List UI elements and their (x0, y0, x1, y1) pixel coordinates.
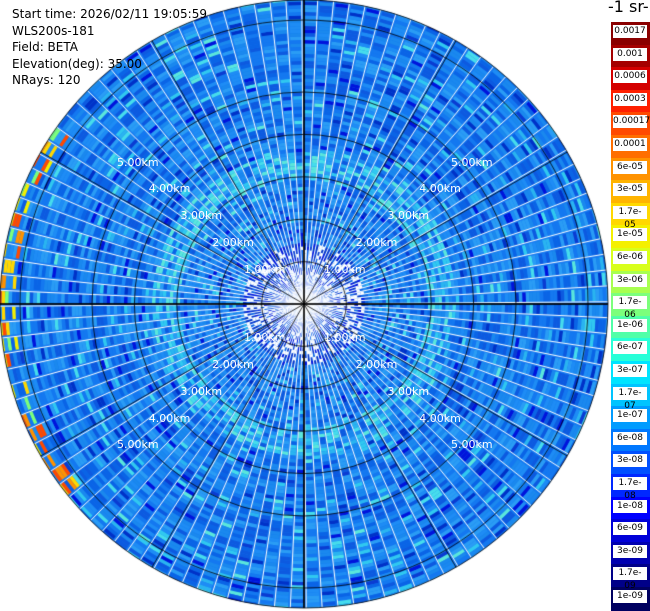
colorbar-unit-label: -1 sr- (608, 0, 649, 16)
colorbar-tick-label: 6e-09 (613, 522, 647, 536)
colorbar-tick-label: 6e-07 (613, 341, 647, 355)
colorbar-tick-label: 1e-09 (613, 590, 647, 603)
range-ring-label: 5.00km (450, 155, 493, 169)
colorbar-tick-label: 1.7e-07 (613, 386, 647, 411)
colorbar-tick-label: 1e-07 (613, 409, 647, 423)
range-ring-label: 2.00km (355, 357, 398, 371)
colorbar-tick-label: 1e-08 (613, 499, 647, 513)
colorbar-tick-label: 1e-06 (613, 318, 647, 332)
colorbar-tick-label: 1.7e-05 (613, 205, 647, 230)
colorbar-tick-label: 3e-09 (613, 544, 647, 558)
range-ring-label: 2.00km (212, 357, 254, 371)
colorbar-tick-label: 6e-06 (613, 251, 647, 264)
range-ring-label: 2.00km (355, 236, 398, 250)
range-ring-label: 3.00km (180, 384, 223, 398)
colorbar-tick-label: 0.0003 (613, 92, 647, 106)
range-ring-label: 2.00km (212, 236, 254, 250)
scan-info-block: Start time: 2026/02/11 19:05:59 WLS200s-… (12, 6, 207, 89)
colorbar-tick-label: 1.7e-09 (613, 567, 647, 591)
range-ring-label: 5.00km (450, 438, 493, 452)
colorbar-tick-label: 0.0017 (613, 25, 647, 38)
range-ring-label: 1.00km (243, 263, 286, 277)
range-ring-label: 3.00km (387, 209, 430, 223)
colorbar-tick-label: 6e-05 (613, 160, 647, 174)
colorbar-tick-label: 6e-08 (613, 431, 647, 445)
nrays-text: NRays: 120 (12, 73, 81, 87)
elevation-text: Elevation(deg): 35.00 (12, 56, 142, 71)
colorbar-tick-label: 1e-05 (613, 228, 647, 242)
range-ring-label: 3.00km (180, 209, 223, 223)
colorbar-tick-label: 0.0006 (613, 70, 647, 84)
range-ring-label: 4.00km (419, 411, 461, 425)
range-ring-label: 3.00km (387, 384, 430, 398)
colorbar-tick-label: 1.7e-08 (613, 477, 647, 501)
colorbar-tick-label: 0.00017 (613, 115, 650, 129)
range-ring-label: 4.00km (419, 182, 461, 196)
range-ring-label: 5.00km (117, 155, 159, 169)
range-ring-label: 4.00km (148, 182, 191, 196)
colorbar-tick-label: 3e-07 (613, 364, 647, 377)
field-text: Field: BETA (12, 40, 78, 54)
range-ring-label: 1.00km (324, 263, 366, 277)
range-ring-label: 1.00km (243, 330, 286, 344)
colorbar-tick-label: 3e-05 (613, 183, 647, 197)
start-time-text: Start time: 2026/02/11 19:05:59 (12, 7, 207, 21)
colorbar-tick-label: 3e-06 (613, 273, 647, 287)
colorbar-tick-label: 0.0001 (613, 138, 647, 151)
colorbar-tick-label: 3e-08 (613, 454, 647, 468)
colorbar-tick-label: 1.7e-06 (613, 296, 647, 320)
instrument-text: WLS200s-181 (12, 23, 95, 38)
colorbar-legend: 0.0017 0.001 0.0006 0.0003 0.00017 0.0001 6e-0… (611, 22, 650, 611)
range-ring-label: 1.00km (324, 330, 366, 344)
range-ring-label: 5.00km (117, 438, 159, 452)
colorbar-tick-label: 0.001 (613, 47, 647, 61)
range-ring-label: 4.00km (148, 411, 191, 425)
